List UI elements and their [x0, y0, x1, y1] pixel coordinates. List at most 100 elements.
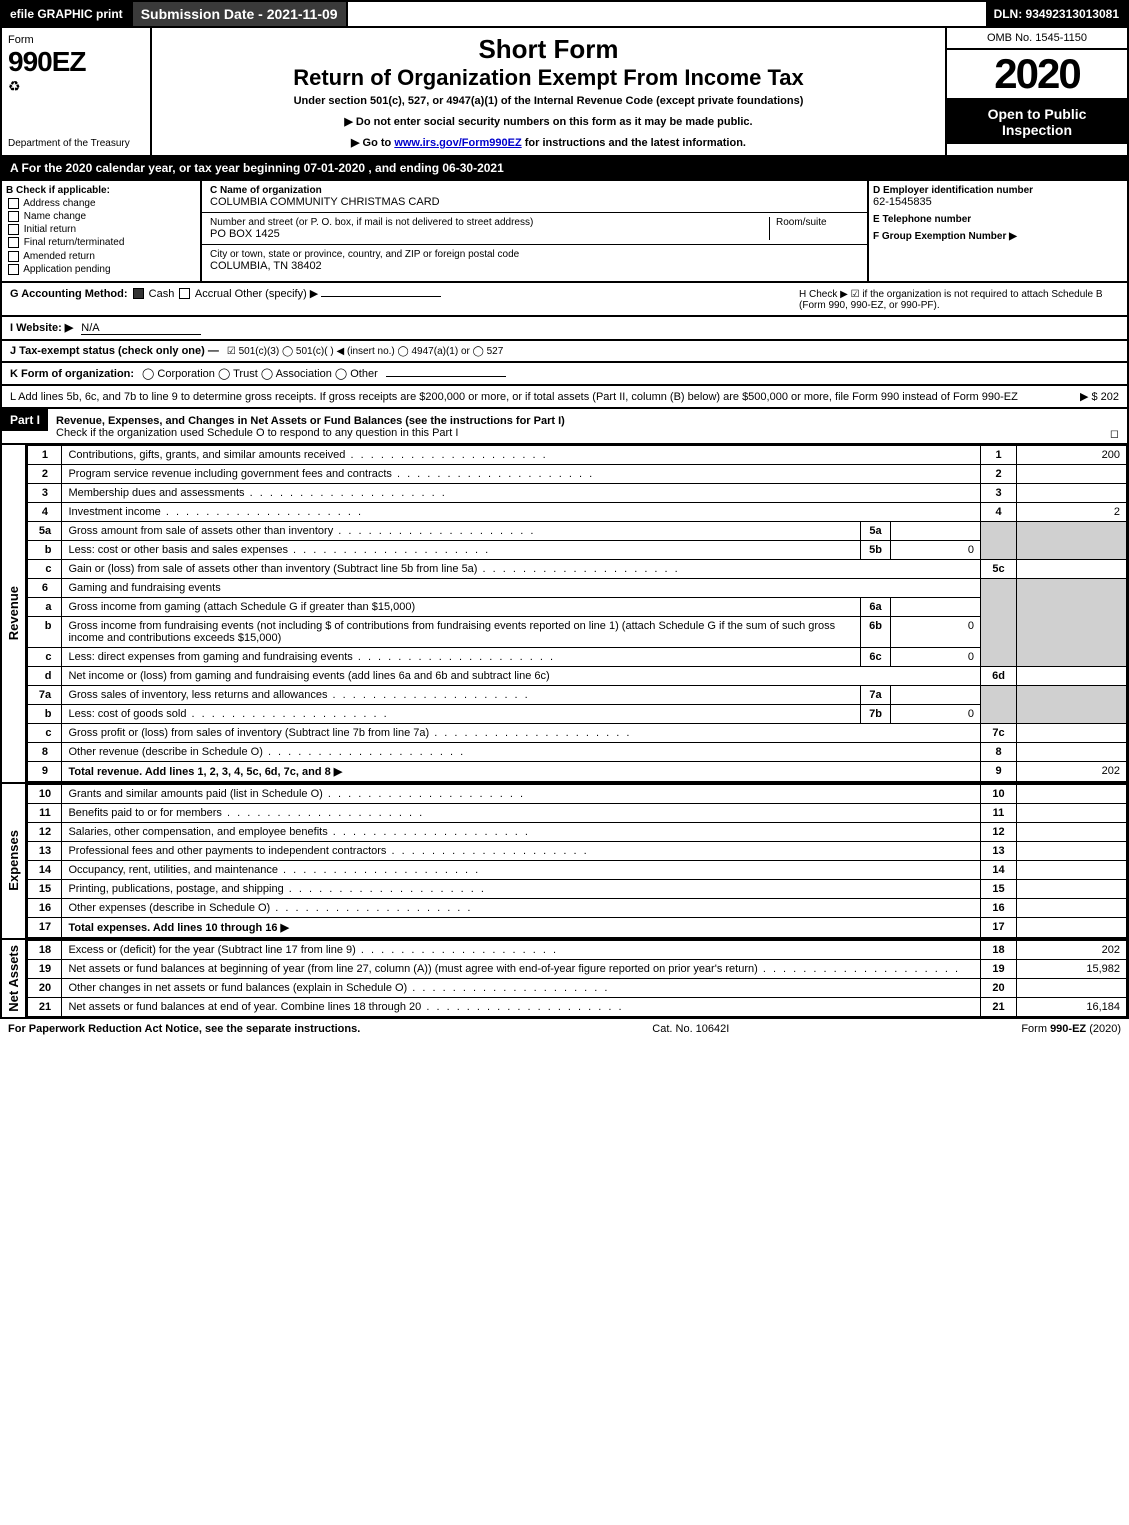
row-l: L Add lines 5b, 6c, and 7b to line 9 to …	[0, 386, 1129, 409]
form-org-label: K Form of organization:	[10, 368, 134, 380]
city-label: City or town, state or province, country…	[210, 249, 859, 260]
submission-date: Submission Date - 2021-11-09	[133, 2, 348, 26]
row-g-h: G Accounting Method: Cash Accrual Other …	[0, 283, 1129, 317]
check-application-pending[interactable]: Application pending	[6, 264, 196, 275]
period-bar: A For the 2020 calendar year, or tax yea…	[0, 157, 1129, 181]
line-6d: dNet income or (loss) from gaming and fu…	[28, 666, 1127, 685]
line-16: 16Other expenses (describe in Schedule O…	[28, 898, 1127, 917]
section-h: H Check ▶ ☑ if the organization is not r…	[799, 289, 1119, 311]
form-header: Form 990EZ ♻ Department of the Treasury …	[0, 28, 1129, 157]
top-toolbar: efile GRAPHIC print Submission Date - 20…	[0, 0, 1129, 28]
line-3: 3Membership dues and assessments3	[28, 483, 1127, 502]
line-8: 8Other revenue (describe in Schedule O)8	[28, 742, 1127, 761]
street-value: PO BOX 1425	[210, 228, 769, 240]
footer-left: For Paperwork Reduction Act Notice, see …	[8, 1023, 360, 1035]
section-def: D Employer identification number 62-1545…	[867, 181, 1127, 281]
line-7c: cGross profit or (loss) from sales of in…	[28, 723, 1127, 742]
check-accrual[interactable]	[179, 288, 190, 299]
efile-print-label[interactable]: efile GRAPHIC print	[2, 2, 133, 26]
row-j: J Tax-exempt status (check only one) — ☑…	[0, 341, 1129, 363]
org-name-value: COLUMBIA COMMUNITY CHRISTMAS CARD	[210, 196, 859, 208]
line-13: 13Professional fees and other payments t…	[28, 841, 1127, 860]
phone-label: E Telephone number	[873, 214, 1123, 225]
check-amended-return[interactable]: Amended return	[6, 251, 196, 262]
row-k: K Form of organization: ◯ Corporation ◯ …	[0, 363, 1129, 386]
city-value: COLUMBIA, TN 38402	[210, 260, 859, 272]
check-initial-return[interactable]: Initial return	[6, 224, 196, 235]
form-org-options: ◯ Corporation ◯ Trust ◯ Association ◯ Ot…	[142, 367, 378, 380]
line-4: 4Investment income42	[28, 502, 1127, 521]
section-l-text: L Add lines 5b, 6c, and 7b to line 9 to …	[10, 391, 1018, 403]
section-b-label: B Check if applicable:	[6, 185, 196, 196]
room-suite-label: Room/suite	[769, 217, 859, 240]
line-17: 17Total expenses. Add lines 10 through 1…	[28, 917, 1127, 937]
main-title: Return of Organization Exempt From Incom…	[162, 65, 935, 91]
form-word: Form	[8, 34, 144, 46]
section-l-amount: ▶ $ 202	[1080, 390, 1119, 403]
section-c: C Name of organization COLUMBIA COMMUNIT…	[202, 181, 867, 281]
footer-right: Form 990-EZ (2020)	[1021, 1023, 1121, 1035]
instruction-ssn: ▶ Do not enter social security numbers o…	[162, 115, 935, 128]
line-21: 21Net assets or fund balances at end of …	[28, 997, 1127, 1016]
website-value: N/A	[81, 322, 201, 335]
check-cash[interactable]	[133, 288, 144, 299]
line-1: 1Contributions, gifts, grants, and simil…	[28, 445, 1127, 464]
line-6c: cLess: direct expenses from gaming and f…	[28, 647, 1127, 666]
line-5c: cGain or (loss) from sale of assets othe…	[28, 559, 1127, 578]
expenses-side-label: Expenses	[6, 830, 21, 891]
line-6: 6Gaming and fundraising events	[28, 578, 1127, 597]
revenue-section: Revenue 1Contributions, gifts, grants, a…	[0, 445, 1129, 784]
net-assets-section: Net Assets 18Excess or (deficit) for the…	[0, 940, 1129, 1019]
part-i-check-box[interactable]: ◻	[1110, 427, 1119, 440]
recycle-icon: ♻	[8, 78, 144, 95]
open-to-public: Open to Public Inspection	[947, 100, 1127, 144]
short-form-title: Short Form	[162, 34, 935, 65]
line-7b: bLess: cost of goods sold7b0	[28, 704, 1127, 723]
line-7a: 7aGross sales of inventory, less returns…	[28, 685, 1127, 704]
part-i-check-text: Check if the organization used Schedule …	[56, 427, 458, 439]
check-address-change[interactable]: Address change	[6, 198, 196, 209]
line-20: 20Other changes in net assets or fund ba…	[28, 978, 1127, 997]
line-11: 11Benefits paid to or for members11	[28, 803, 1127, 822]
line-15: 15Printing, publications, postage, and s…	[28, 879, 1127, 898]
part-i-title: Revenue, Expenses, and Changes in Net As…	[56, 415, 565, 427]
line-19: 19Net assets or fund balances at beginni…	[28, 959, 1127, 978]
org-name-label: C Name of organization	[210, 185, 859, 196]
line-5a: 5aGross amount from sale of assets other…	[28, 521, 1127, 540]
tax-exempt-options: ☑ 501(c)(3) ◯ 501(c)( ) ◀ (insert no.) ◯…	[227, 346, 503, 357]
ein-label: D Employer identification number	[873, 185, 1123, 196]
line-14: 14Occupancy, rent, utilities, and mainte…	[28, 860, 1127, 879]
line-2: 2Program service revenue including gover…	[28, 464, 1127, 483]
expenses-section: Expenses 10Grants and similar amounts pa…	[0, 784, 1129, 940]
omb-number: OMB No. 1545-1150	[947, 28, 1127, 50]
section-b: B Check if applicable: Address change Na…	[2, 181, 202, 281]
form-number: 990EZ	[8, 46, 144, 78]
subtitle: Under section 501(c), 527, or 4947(a)(1)…	[162, 95, 935, 107]
part-i-header: Part I Revenue, Expenses, and Changes in…	[0, 409, 1129, 445]
street-label: Number and street (or P. O. box, if mail…	[210, 217, 769, 228]
line-6a: aGross income from gaming (attach Schedu…	[28, 597, 1127, 616]
line-5b: bLess: cost or other basis and sales exp…	[28, 540, 1127, 559]
footer-center: Cat. No. 10642I	[652, 1023, 729, 1035]
tax-exempt-label: J Tax-exempt status (check only one) —	[10, 345, 219, 357]
page-footer: For Paperwork Reduction Act Notice, see …	[0, 1019, 1129, 1039]
tax-year: 2020	[947, 50, 1127, 100]
instr2-pre: ▶ Go to	[351, 137, 394, 149]
row-i: I Website: ▶ N/A	[0, 317, 1129, 341]
check-name-change[interactable]: Name change	[6, 211, 196, 222]
check-final-return[interactable]: Final return/terminated	[6, 237, 196, 248]
revenue-side-label: Revenue	[6, 586, 21, 640]
part-i-label: Part I	[2, 409, 48, 431]
section-g: G Accounting Method: Cash Accrual Other …	[10, 287, 441, 300]
net-assets-side-label: Net Assets	[6, 945, 21, 1012]
line-18: 18Excess or (deficit) for the year (Subt…	[28, 940, 1127, 959]
line-12: 12Salaries, other compensation, and empl…	[28, 822, 1127, 841]
ein-value: 62-1545835	[873, 196, 1123, 208]
website-label: I Website: ▶	[10, 321, 73, 334]
group-exemption-label: F Group Exemption Number ▶	[873, 231, 1123, 242]
instr2-post: for instructions and the latest informat…	[525, 137, 746, 149]
irs-link[interactable]: www.irs.gov/Form990EZ	[394, 137, 521, 149]
line-10: 10Grants and similar amounts paid (list …	[28, 784, 1127, 803]
line-6b: bGross income from fundraising events (n…	[28, 616, 1127, 647]
instruction-link: ▶ Go to www.irs.gov/Form990EZ for instru…	[162, 136, 935, 149]
